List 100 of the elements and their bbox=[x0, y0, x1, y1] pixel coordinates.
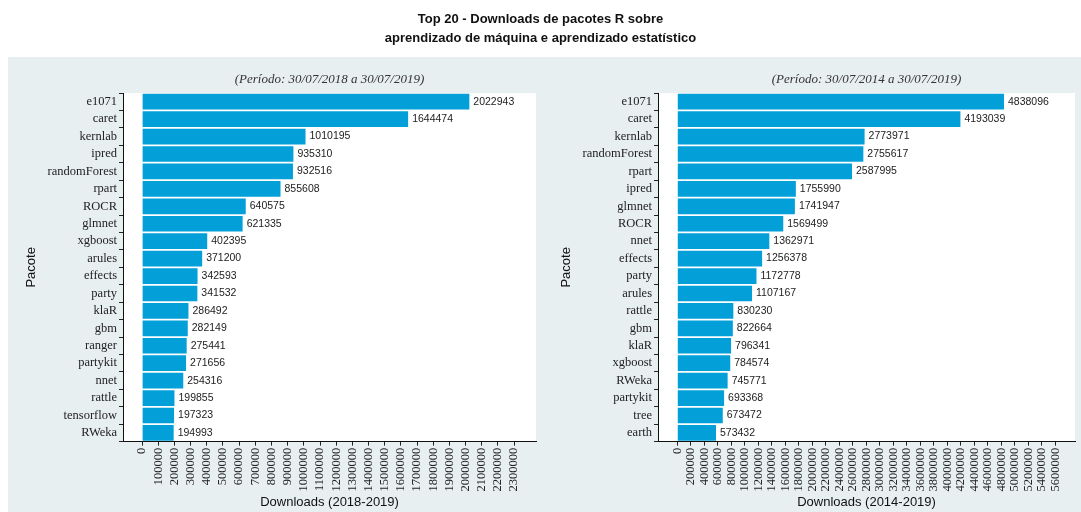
x-tick-label: 400000 bbox=[696, 447, 711, 486]
bar bbox=[677, 128, 865, 145]
y-tick-label: ROCR bbox=[617, 216, 653, 231]
y-tick-label: rattle bbox=[91, 390, 118, 405]
bar bbox=[677, 407, 723, 424]
x-tick-label: 3400000 bbox=[899, 447, 914, 492]
y-tick-label: e1071 bbox=[621, 94, 653, 108]
y-tick-label: party bbox=[91, 285, 118, 300]
x-tick-label: 2400000 bbox=[831, 447, 846, 492]
data-label: 796341 bbox=[735, 338, 771, 351]
data-label: 935310 bbox=[297, 146, 333, 159]
y-tick-label: klaR bbox=[628, 338, 653, 353]
x-tick-label: 1000000 bbox=[296, 447, 311, 492]
y-tick-label: kernlab bbox=[614, 128, 653, 143]
data-label: 830230 bbox=[737, 303, 773, 316]
x-tick-label: 3800000 bbox=[926, 447, 941, 492]
data-label: 1569499 bbox=[787, 216, 829, 229]
x-tick-label: 1300000 bbox=[344, 447, 359, 492]
y-tick-label: arules bbox=[87, 250, 118, 265]
y-tick-label: kernlab bbox=[79, 128, 118, 143]
x-tick-label: 2000000 bbox=[457, 447, 472, 492]
x-tick-label: 800000 bbox=[263, 447, 278, 486]
x-tick-label: 3200000 bbox=[885, 447, 900, 492]
x-tick-label: 1500000 bbox=[377, 447, 392, 492]
y-tick-label: xgboost bbox=[612, 355, 653, 370]
y-tick-label: tree bbox=[633, 407, 653, 422]
chart-subtitle: (Período: 30/07/2014 a 30/07/2019) bbox=[771, 71, 962, 87]
x-tick-label: 4600000 bbox=[980, 447, 995, 492]
data-label: 573432 bbox=[720, 425, 756, 438]
data-label: 275441 bbox=[190, 338, 226, 351]
data-label: 4838096 bbox=[1007, 94, 1050, 107]
chart-title: Top 20 - Downloads de pacotes R sobre aprendizado de máquina e aprendizado estatístico bbox=[383, 10, 698, 47]
data-label: 2587995 bbox=[856, 164, 898, 177]
y-tick-label: rpart bbox=[93, 181, 118, 196]
x-tick-label: 4400000 bbox=[966, 447, 981, 492]
data-label: 1010195 bbox=[309, 129, 351, 142]
x-tick-label: 200000 bbox=[683, 447, 698, 486]
x-tick-label: 600000 bbox=[710, 447, 725, 486]
bar bbox=[677, 285, 753, 302]
data-label: 4193039 bbox=[964, 112, 1006, 125]
x-axis-title: Downloads (2018-2019) bbox=[260, 493, 399, 509]
y-tick-label: ROCR bbox=[82, 198, 118, 213]
y-tick-label: RWeka bbox=[616, 372, 653, 387]
y-tick-label: RWeka bbox=[81, 425, 118, 440]
x-tick-label: 2000000 bbox=[804, 447, 819, 492]
chart-subtitle: (Período: 30/07/2018 a 30/07/2019) bbox=[234, 71, 425, 87]
x-tick-label: 2800000 bbox=[858, 447, 873, 492]
data-label: 1256378 bbox=[766, 251, 808, 264]
bar bbox=[677, 390, 725, 406]
x-tick-label: 1600000 bbox=[777, 447, 792, 492]
y-tick-label: tensorflow bbox=[63, 407, 118, 422]
bar bbox=[677, 146, 864, 162]
x-tick-label: 100000 bbox=[150, 447, 165, 486]
data-label: 1362971 bbox=[773, 234, 815, 247]
data-label: 822664 bbox=[736, 321, 773, 334]
data-label: 199855 bbox=[178, 390, 214, 403]
bar bbox=[142, 285, 198, 302]
x-tick-label: 1400000 bbox=[360, 447, 375, 492]
data-label: 2755617 bbox=[867, 146, 909, 159]
bar bbox=[677, 372, 728, 389]
x-tick-label: 300000 bbox=[182, 447, 197, 486]
y-tick-label: effects bbox=[618, 250, 653, 265]
bar bbox=[142, 372, 184, 389]
y-tick-label: ipred bbox=[91, 146, 118, 161]
x-tick-label: 600000 bbox=[231, 447, 246, 486]
x-tick-label: 5000000 bbox=[1007, 447, 1022, 492]
data-label: 621335 bbox=[246, 216, 282, 229]
y-tick-label: partykit bbox=[613, 390, 653, 405]
y-tick-label: party bbox=[626, 268, 653, 283]
y-axis-title: Pacote bbox=[558, 247, 574, 288]
data-label: 286492 bbox=[192, 303, 228, 316]
y-tick-label: klaR bbox=[93, 303, 118, 318]
bar bbox=[142, 268, 198, 284]
y-tick-label: e1071 bbox=[86, 94, 118, 108]
x-tick-label: 0 bbox=[669, 447, 684, 454]
y-tick-label: glmnet bbox=[617, 198, 653, 213]
y-tick-label: xgboost bbox=[77, 233, 118, 248]
y-tick-label: effects bbox=[83, 268, 118, 283]
x-tick-label: 3000000 bbox=[872, 447, 887, 492]
y-tick-label: caret bbox=[92, 111, 118, 126]
data-label: 1741947 bbox=[798, 199, 840, 212]
x-tick-label: 4000000 bbox=[939, 447, 954, 492]
x-tick-label: 4800000 bbox=[993, 447, 1008, 492]
bar bbox=[677, 425, 716, 441]
data-label: 784574 bbox=[734, 356, 770, 369]
x-tick-label: 1800000 bbox=[791, 447, 806, 492]
x-tick-label: 500000 bbox=[215, 447, 230, 486]
data-label: 342593 bbox=[201, 268, 237, 281]
data-label: 341532 bbox=[201, 286, 237, 299]
data-label: 254316 bbox=[187, 373, 223, 386]
data-label: 640575 bbox=[249, 199, 285, 212]
x-tick-label: 2600000 bbox=[845, 447, 860, 492]
x-tick-label: 3600000 bbox=[912, 447, 927, 492]
bar bbox=[142, 390, 175, 406]
data-label: 2773971 bbox=[868, 129, 910, 142]
y-tick-label: randomForest bbox=[47, 163, 118, 178]
x-tick-label: 1400000 bbox=[764, 447, 779, 492]
bar bbox=[142, 407, 175, 424]
bar bbox=[677, 268, 757, 284]
y-tick-label: nnet bbox=[95, 372, 118, 387]
